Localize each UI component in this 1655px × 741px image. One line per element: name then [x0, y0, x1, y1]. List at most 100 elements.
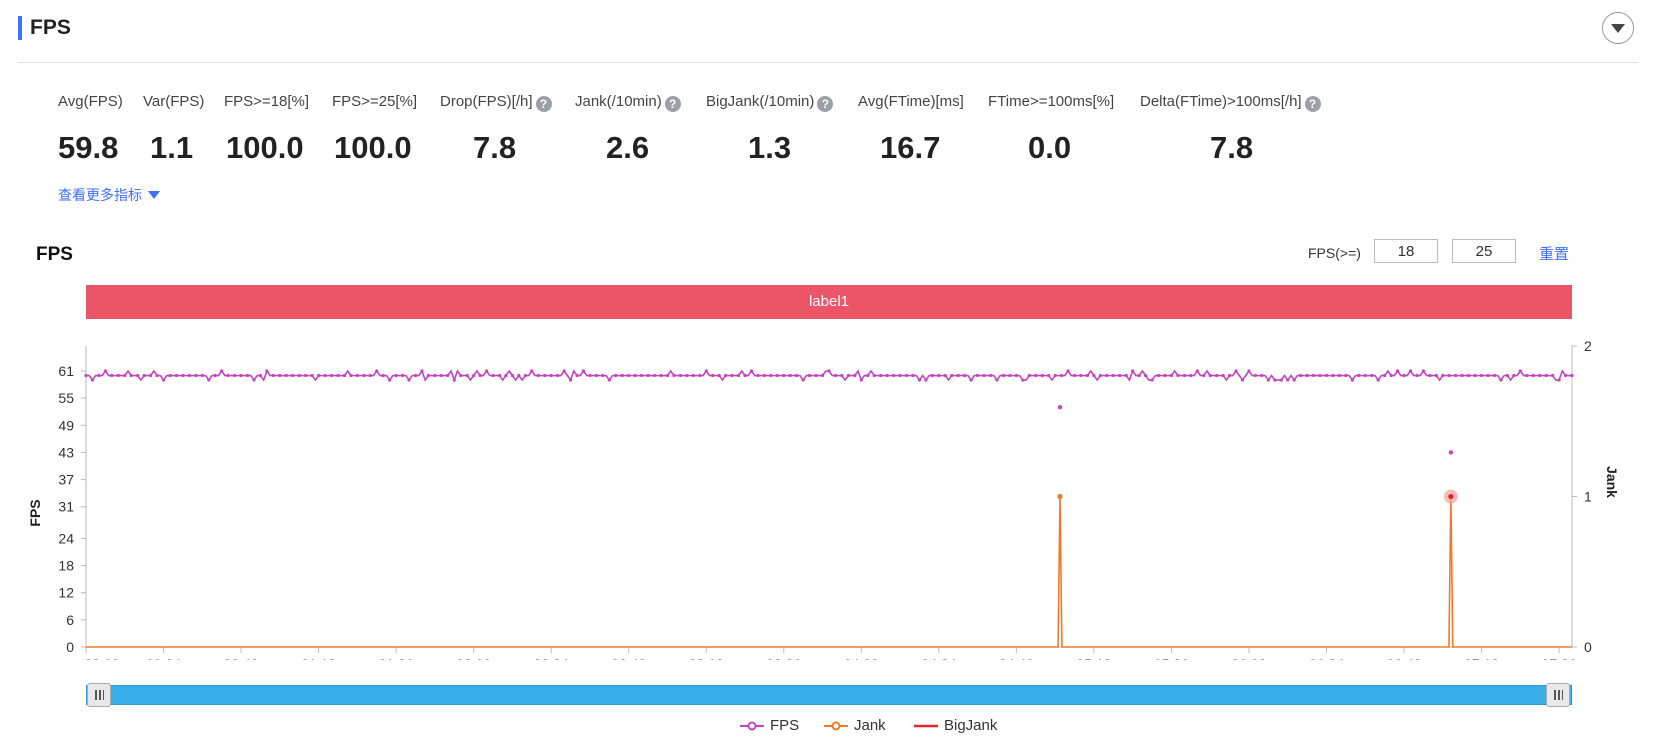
fps-point — [743, 373, 747, 378]
fps-point — [1021, 378, 1025, 382]
x-tick-label: 04:48 — [999, 656, 1034, 660]
y-tick-label: 37 — [58, 472, 74, 488]
help-icon[interactable]: ? — [817, 96, 834, 112]
fps-point — [278, 373, 282, 378]
header-divider — [18, 62, 1638, 63]
fps-point — [846, 373, 850, 378]
help-icon[interactable]: ? — [1304, 96, 1321, 112]
label-band[interactable]: label1 — [86, 285, 1572, 319]
x-tick-label: 00:24 — [146, 656, 181, 660]
x-tick-label: 06:48 — [1386, 656, 1421, 660]
fps-point — [995, 378, 999, 382]
legend-item-jank[interactable]: Jank — [824, 717, 886, 734]
fps-point — [1421, 369, 1425, 373]
fps-point — [413, 373, 418, 378]
fps-point — [1124, 373, 1128, 378]
fps-point — [452, 378, 456, 382]
fps-point — [568, 378, 573, 382]
fps-point — [517, 373, 521, 378]
fps-point — [775, 373, 779, 378]
jank-point — [1448, 493, 1454, 500]
fps-point — [291, 373, 295, 378]
y2-tick-label: 2 — [1584, 338, 1592, 354]
help-icon[interactable]: ? — [535, 96, 552, 112]
fps-point — [1047, 373, 1051, 378]
fps-point — [950, 373, 954, 378]
fps-point — [1486, 373, 1490, 378]
fps-point — [575, 373, 579, 378]
y2-axis-label: Jank — [1604, 466, 1620, 498]
fps-point — [756, 373, 760, 378]
fps-point — [342, 373, 347, 378]
zoom-slider-track[interactable] — [86, 685, 1572, 705]
zoom-handle-end[interactable] — [1546, 683, 1570, 707]
chart-title: FPS — [36, 244, 73, 265]
metric-value-drop: 7.8 — [473, 130, 517, 165]
y-tick-label: 55 — [58, 390, 74, 406]
fps-point — [1479, 373, 1484, 378]
fps-point — [1460, 373, 1464, 378]
fps-point — [213, 373, 217, 378]
fps-point — [1176, 373, 1180, 378]
fps-point — [1040, 373, 1044, 378]
fps-point — [284, 373, 288, 378]
fps-point — [304, 373, 308, 378]
fps-point — [245, 373, 250, 378]
section-accent-bar — [18, 16, 22, 40]
fps-point — [543, 373, 547, 378]
metric-label-delta-ftime: Delta(FTime)>100ms[/h]? — [1140, 93, 1321, 112]
fps-point — [1563, 373, 1568, 378]
fps-point — [1105, 373, 1109, 378]
zoom-handle-start[interactable] — [87, 683, 111, 707]
fps-point — [640, 373, 644, 378]
fps-point — [1311, 373, 1316, 378]
y-tick-label: 0 — [66, 639, 74, 655]
section-title: FPS — [30, 16, 71, 39]
fps-point — [614, 373, 618, 378]
fps-point — [1538, 373, 1542, 378]
legend-item-fps[interactable]: FPS — [740, 717, 799, 734]
collapse-button[interactable] — [1602, 12, 1634, 44]
fps-threshold-input-1[interactable] — [1374, 239, 1438, 263]
fps-point — [1059, 373, 1064, 378]
fps-point — [588, 373, 592, 378]
x-tick-label: 00:00 — [84, 656, 119, 660]
legend-item-bigjank[interactable]: BigJank — [914, 717, 997, 734]
fps-point — [1240, 378, 1245, 382]
x-tick-label: 07:12 — [1464, 656, 1499, 660]
fps-point — [1318, 373, 1322, 378]
metric-label-fps25: FPS>=25[%] — [332, 93, 418, 110]
fps-point — [1156, 373, 1161, 378]
fps-point — [840, 373, 844, 378]
fps-point — [459, 373, 463, 378]
fps-point — [220, 369, 224, 373]
line-marker-icon — [824, 721, 848, 731]
y-tick-label: 18 — [58, 558, 74, 574]
fps-point — [1447, 373, 1451, 378]
metric-value-avg-ftime: 16.7 — [880, 130, 941, 165]
metric-label-jank: Jank(/10min)? — [575, 93, 681, 112]
fps-point — [963, 373, 967, 378]
reset-button[interactable]: 重置 — [1539, 246, 1570, 263]
fps-point — [652, 373, 657, 378]
metric-label-avg-ftime: Avg(FTime)[ms] — [858, 93, 964, 110]
x-tick-label: 06:00 — [1231, 656, 1266, 660]
fps-point — [530, 369, 534, 373]
fps-point — [1221, 373, 1225, 378]
fps-point — [1570, 373, 1574, 378]
fps-point — [1408, 369, 1413, 373]
help-icon[interactable]: ? — [664, 96, 681, 112]
fps-point — [736, 373, 741, 378]
x-tick-label: 03:12 — [689, 656, 724, 660]
fps-threshold-input-2[interactable] — [1452, 239, 1516, 263]
fps-point — [310, 373, 314, 378]
fps-point — [1557, 378, 1561, 382]
fps-point — [510, 373, 515, 378]
fps-point — [808, 373, 812, 378]
fps-point — [265, 369, 269, 373]
more-metrics-link[interactable]: 查看更多指标 — [58, 185, 160, 205]
fps-point — [1227, 373, 1232, 378]
fps-point — [110, 373, 114, 378]
fps-point — [1150, 378, 1154, 382]
x-tick-label: 02:48 — [611, 656, 646, 660]
